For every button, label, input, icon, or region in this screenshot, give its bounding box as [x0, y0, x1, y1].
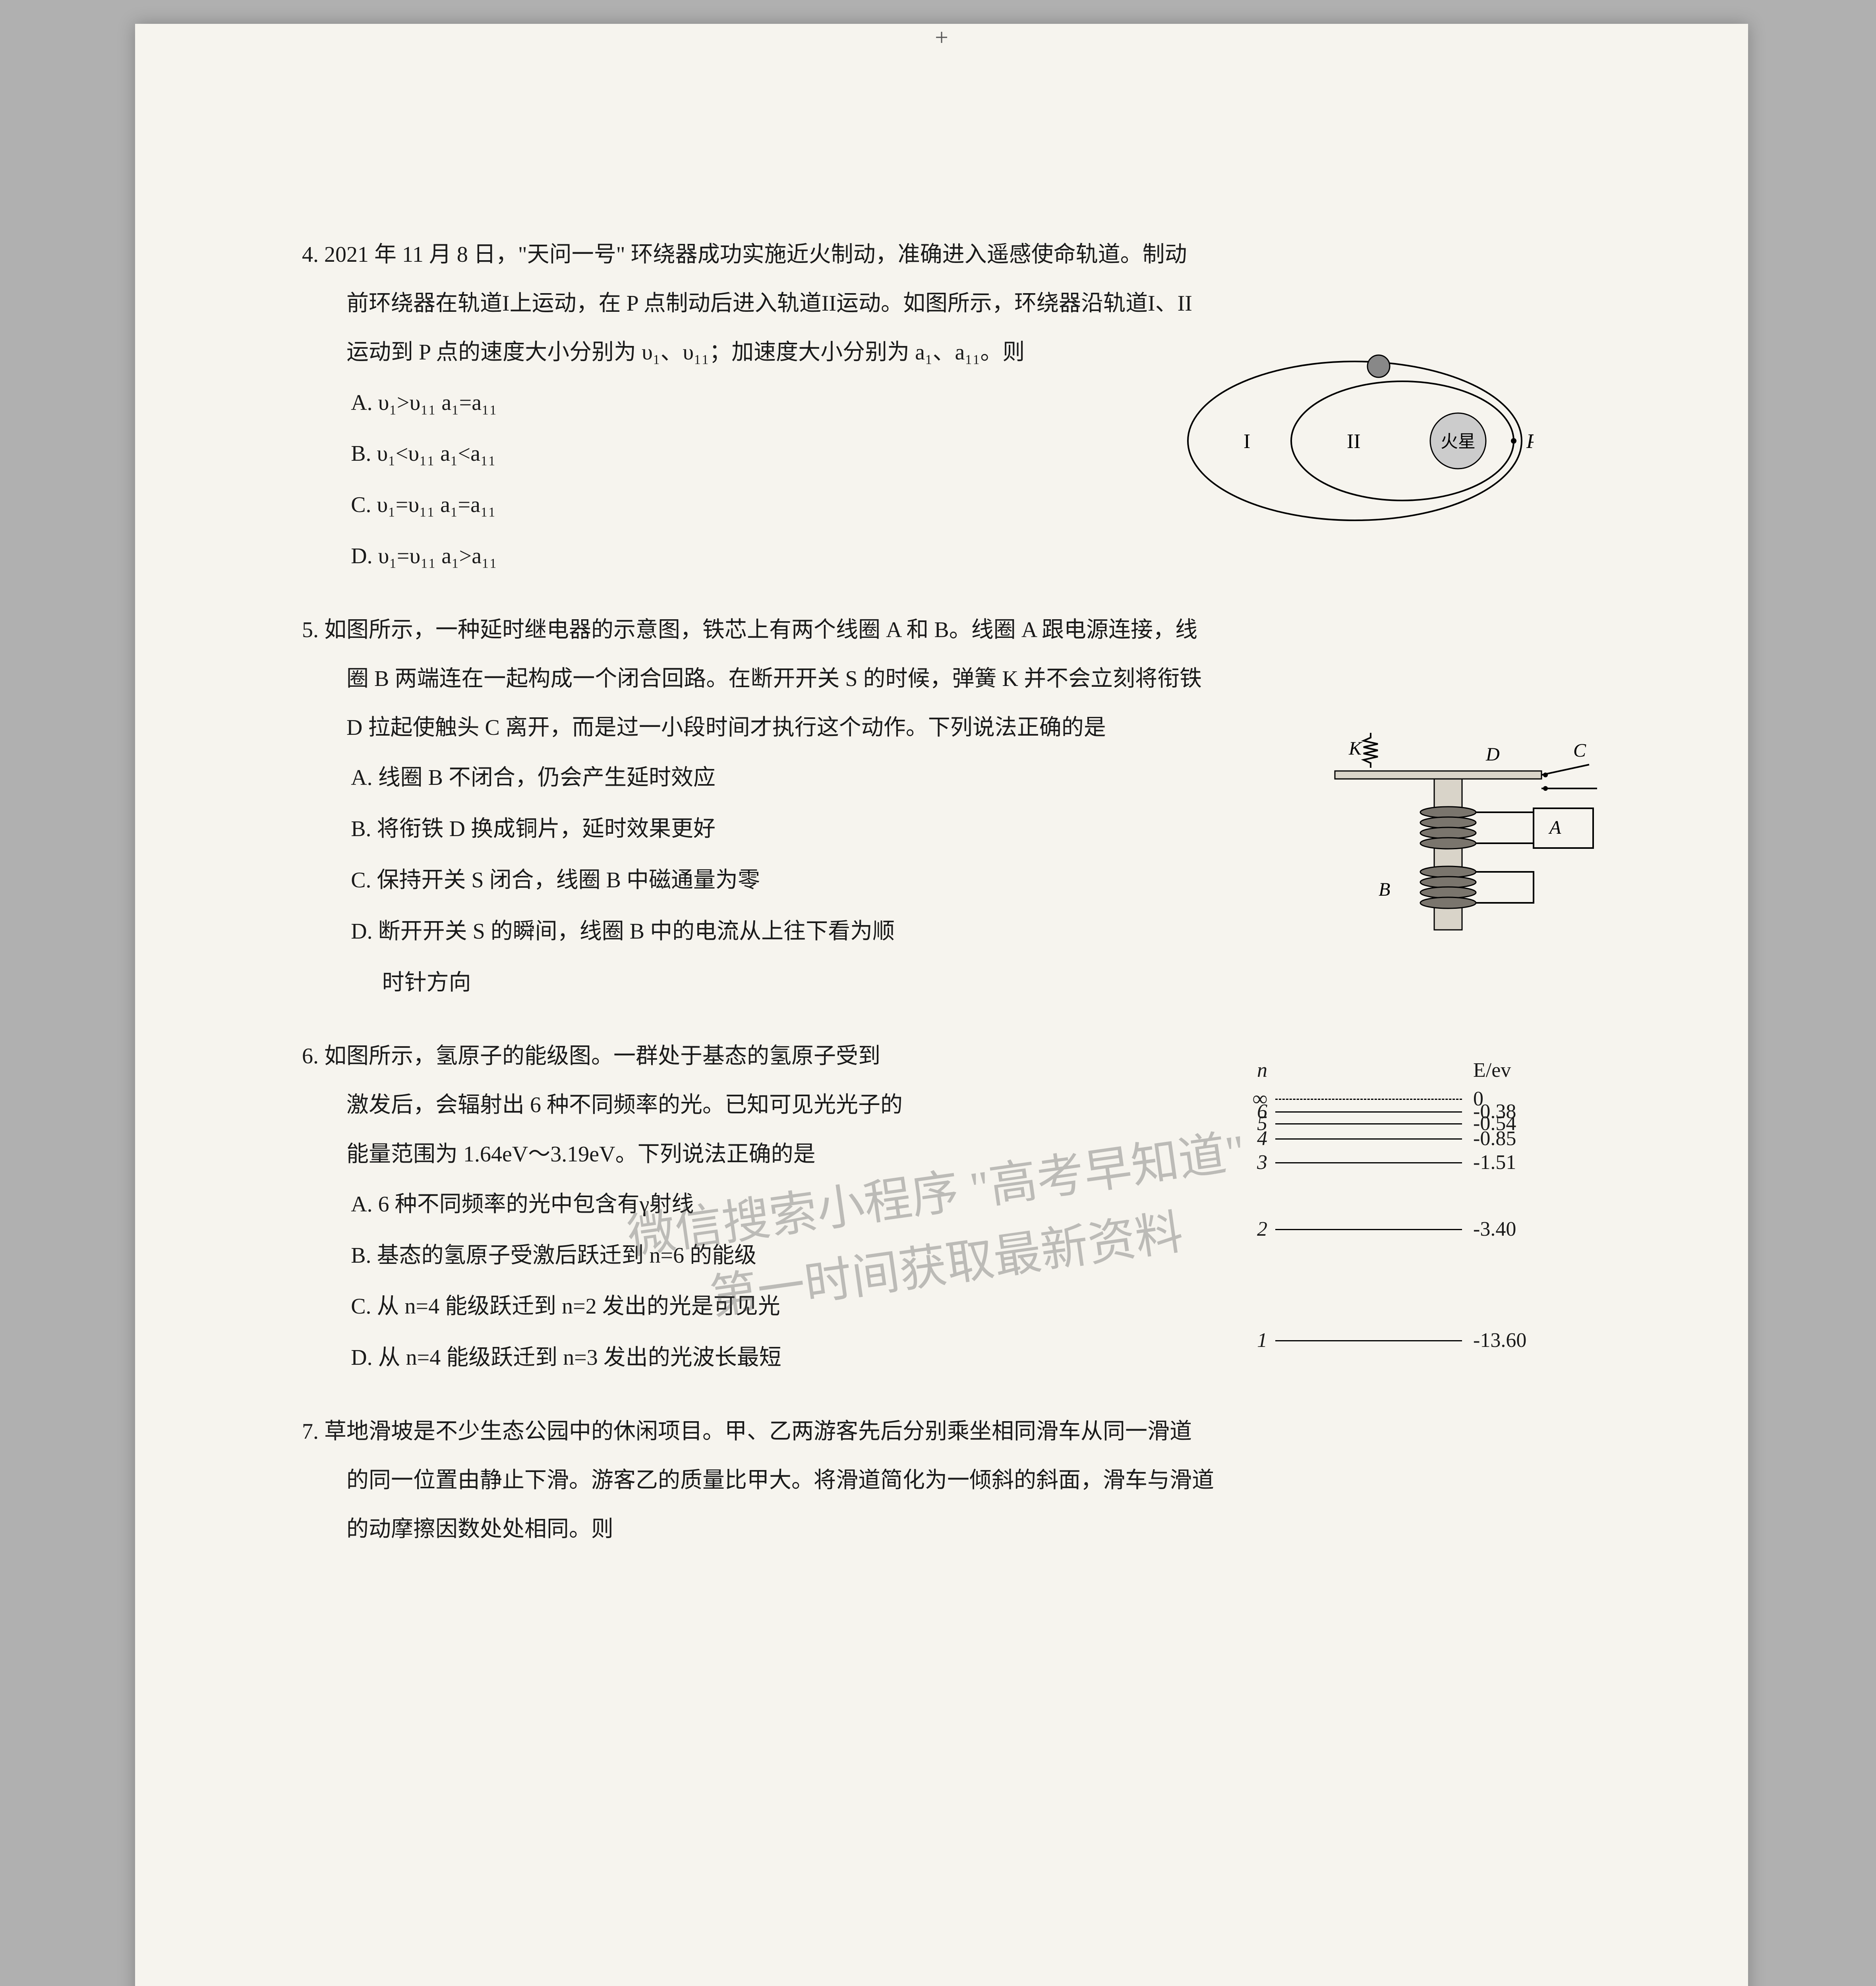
energy-level-E: -13.60 [1462, 1318, 1526, 1363]
energy-level-row: 1 -13.60 [1232, 1318, 1597, 1363]
q5-line1: 如图所示，一种延时继电器的示意图，铁芯上有两个线圈 A 和 B。线圈 A 跟电源… [324, 618, 1197, 642]
q6-energy-figure: n E/ev ∞06-0.385-0.544-0.853-1.512-3.401… [1232, 1048, 1597, 1342]
energy-level-E: -3.40 [1462, 1207, 1516, 1252]
page-content: 4. 2021 年 11 月 8 日，"天问一号" 环绕器成功实施近火制动，准确… [302, 230, 1581, 1554]
q4-line1: 2021 年 11 月 8 日，"天问一号" 环绕器成功实施近火制动，准确进入遥… [324, 242, 1187, 267]
question-7: 7. 草地滑坡是不少生态公园中的休闲项目。甲、乙两游客先后分别乘坐相同滑车从同一… [302, 1407, 1581, 1554]
energy-level-line [1275, 1340, 1462, 1341]
energy-level-E: -1.51 [1462, 1140, 1516, 1185]
question-6: 6. 如图所示，氢原子的能级图。一群处于基态的氢原子受到 激发后，会辐射出 6 … [302, 1032, 1581, 1383]
q5-line2: 圈 B 两端连在一起构成一个闭合回路。在断开开关 S 的时候，弹簧 K 并不会立… [302, 655, 1581, 703]
energy-level-n: 2 [1232, 1207, 1275, 1252]
q6-line1: 如图所示，氢原子的能级图。一群处于基态的氢原子受到 [324, 1044, 880, 1068]
relay-A-label: A [1548, 817, 1561, 838]
energy-level-line [1275, 1138, 1462, 1140]
exam-paper: + 4. 2021 年 11 月 8 日，"天问一号" 环绕器成功实施近火制动，… [135, 24, 1748, 1986]
mars-label: 火星 [1441, 432, 1476, 451]
question-4: 4. 2021 年 11 月 8 日，"天问一号" 环绕器成功实施近火制动，准确… [302, 230, 1581, 582]
q6-number: 6. [302, 1044, 319, 1068]
energy-level-line [1275, 1229, 1462, 1230]
p-label: P [1526, 430, 1534, 453]
scanner-background: + 4. 2021 年 11 月 8 日，"天问一号" 环绕器成功实施近火制动，… [0, 0, 1876, 1986]
q4-line2: 前环绕器在轨道I上运动，在 P 点制动后进入轨道II运动。如图所示，环绕器沿轨道… [302, 279, 1581, 328]
q4-number: 4. [302, 242, 319, 267]
q4-option-d: D. υ₁=υ₁₁ a₁>a₁₁ [302, 531, 1581, 582]
energy-level-n: 1 [1232, 1318, 1275, 1363]
q5-option-d-l2: 时针方向 [302, 957, 1581, 1008]
energy-level-row: 3 -1.51 [1232, 1140, 1597, 1185]
crop-mark: + [935, 24, 948, 51]
q4-orbit-figure: 火星 P I II [1176, 350, 1534, 532]
relay-K-label: K [1348, 738, 1363, 759]
q7-line3: 的动摩擦因数处处相同。则 [302, 1505, 1581, 1554]
q7-line1: 草地滑坡是不少生态公园中的休闲项目。甲、乙两游客先后分别乘坐相同滑车从同一滑道 [324, 1419, 1192, 1444]
q7-number: 7. [302, 1419, 319, 1444]
q5-relay-figure: K D C [1311, 733, 1597, 939]
energy-level-n: 3 [1232, 1140, 1275, 1185]
relay-D-label: D [1485, 744, 1500, 765]
orbit-II-label: II [1347, 430, 1361, 453]
relay-C-label: C [1573, 740, 1586, 761]
question-5: 5. 如图所示，一种延时继电器的示意图，铁芯上有两个线圈 A 和 B。线圈 A … [302, 606, 1581, 1008]
q7-line2: 的同一位置由静止下滑。游客乙的质量比甲大。将滑道简化为一倾斜的斜面，滑车与滑道 [302, 1456, 1581, 1505]
orbit-I-label: I [1244, 430, 1250, 453]
energy-level-row: 2 -3.40 [1232, 1207, 1597, 1252]
relay-B-label: B [1379, 879, 1390, 900]
energy-level-line [1275, 1162, 1462, 1163]
q5-number: 5. [302, 618, 319, 642]
